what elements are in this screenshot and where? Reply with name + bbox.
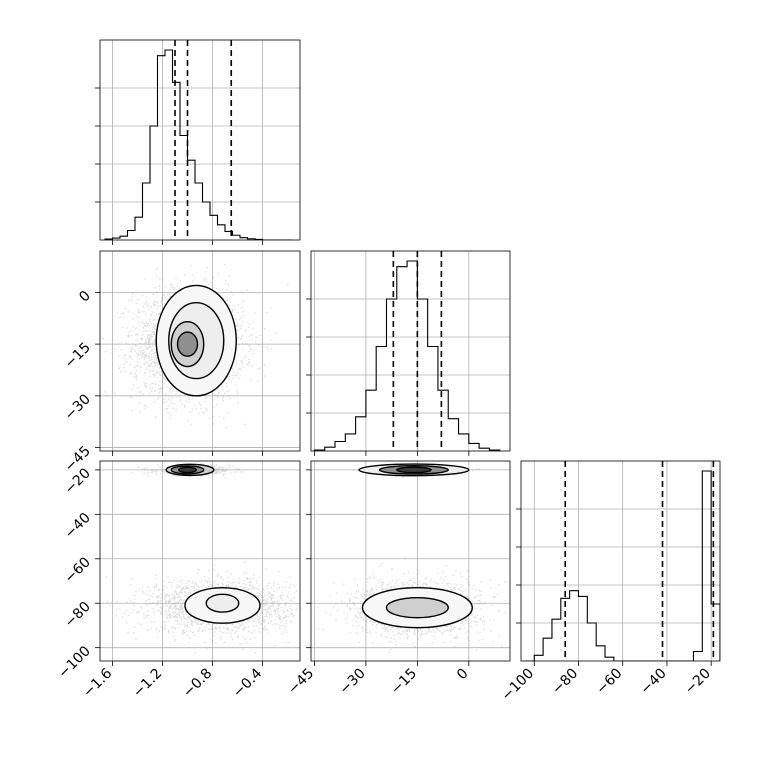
scatter-3-panel: −45 −30 −15 0 [285,460,511,698]
scatter-2-ytick-label-2: −60 [62,554,94,586]
scatter-3-xtick-label-0: −45 [285,666,317,698]
hist-3-frame [520,460,721,662]
hist-1-frame [99,39,301,241]
hist-3-step-line [525,470,720,661]
hist-3-panel: −100 −80 −60 −40 −20 [499,460,721,705]
scatter-2-xtick-label-2: −0.8 [180,666,215,701]
scatter-2-contour-3 [205,593,240,613]
scatter-3-plot-area [311,461,510,661]
scatter-2-xtick-label-1: −1.2 [130,666,165,701]
hist-2-panel [306,250,511,456]
scatter-1-ytick-label-2: −30 [62,391,94,423]
scatter-3-xtick-label-1: −30 [337,666,369,698]
scatter-2-density-fill-0 [178,467,197,473]
scatter-2-panel: −1.6 −1.2 −0.8 −0.4 −20 −40 −60 −80 −100 [55,460,301,701]
scatter-2-density-fill-3 [206,594,239,613]
scatter-3-xtick-label-2: −15 [388,666,420,698]
scatter-2-ytick-label-1: −40 [62,510,94,542]
scatter-2-plot-area [100,461,300,661]
scatter-2-ytick-label-4: −100 [55,643,94,682]
scatter-3-density-fill-3 [386,597,449,618]
hist-3-xtick-label-1: −80 [549,666,581,698]
scatter-3-contour-3 [385,596,449,619]
scatter-2-contour-2 [165,463,215,477]
hist-3-plot-area [521,461,720,661]
hist-3-xtick-label-2: −60 [593,666,625,698]
scatter-1-ytick-label-1: −15 [62,340,94,372]
hist-1-panel [95,39,301,245]
scatter-1-panel: 0−15−30−45 [62,250,301,475]
scatter-2-frame [99,460,301,662]
hist-1-plot-area [100,40,300,240]
scatter-1-contour-2 [168,302,225,380]
scatter-2-ytick-label-3: −80 [62,599,94,631]
scatter-2-ytick-label-0: −20 [62,465,94,497]
scatter-2-xtick-label-3: −0.4 [230,665,265,700]
scatter-2-contour-4 [184,586,261,624]
scatter-1-ytick-label-0: 0 [76,288,94,306]
scatter-3-xtick-label-3: 0 [454,666,472,684]
hist-2-frame [310,250,511,452]
scatter-3-contour-0 [396,466,432,474]
scatter-3-density-fill-0 [396,467,432,473]
scatter-2-contour-1 [170,465,205,475]
hist-1-step-line [104,49,293,240]
scatter-1-contour-0 [176,331,199,357]
hist-2-plot-area [311,251,510,451]
scatter-1-frame [99,250,301,452]
hist-3-xtick-label-4: −20 [682,666,714,698]
scatter-3-contour-1 [378,464,449,475]
scatter-3-contour-4 [361,586,473,629]
scatter-1-plot-area [100,251,300,451]
scatter-2-xtick-label-0: −1.6 [80,665,115,700]
scatter-3-contour-2 [358,463,470,477]
scatter-3-frame [310,460,511,662]
scatter-1-contour-3 [155,284,237,397]
scatter-1-density-fill-0 [177,332,198,357]
hist-3-xtick-label-3: −40 [638,666,670,698]
hist-2-step-line [313,260,501,451]
scatter-2-contour-0 [178,466,197,474]
scatter-1-contour-1 [170,320,205,368]
hist-3-xtick-label-0: −100 [499,666,538,705]
